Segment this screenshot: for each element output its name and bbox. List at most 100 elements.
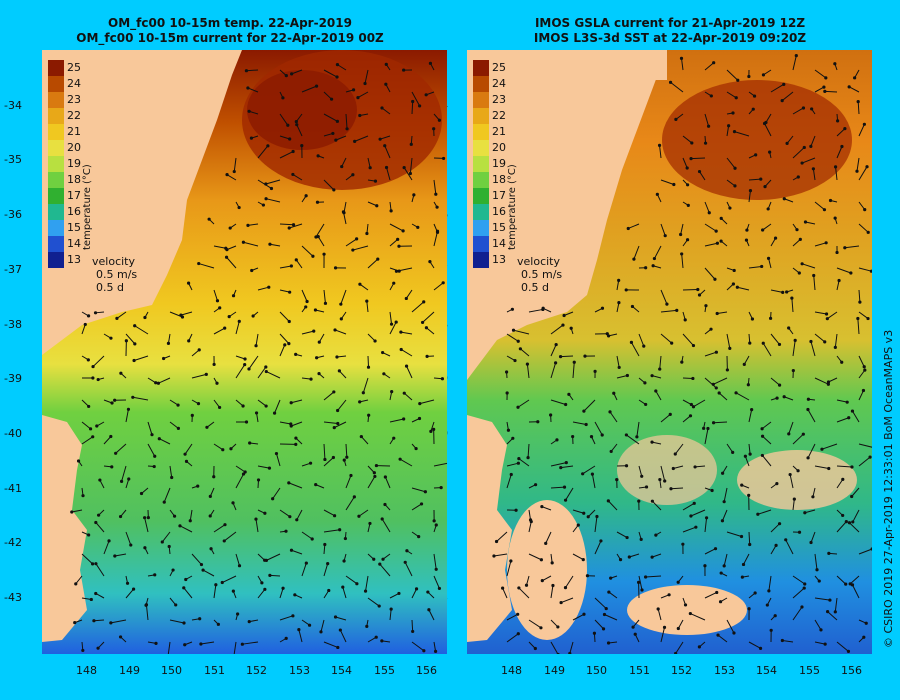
current-arrow [222, 575, 237, 583]
current-arrow [335, 135, 347, 141]
current-arrow-head [93, 311, 98, 315]
current-arrow-head [841, 477, 845, 481]
current-arrow-head [686, 203, 690, 207]
current-arrow-head [600, 433, 604, 437]
current-arrow-head [697, 293, 702, 297]
current-arrow-head [366, 365, 371, 369]
current-arrow [655, 390, 662, 401]
current-arrow-head [861, 388, 866, 393]
current-arrow-head [284, 636, 288, 640]
current-arrow-head [718, 600, 723, 604]
current-arrow-head [719, 239, 723, 243]
current-arrow [103, 436, 112, 445]
colorbar-label: 16 [492, 205, 506, 218]
current-arrow-head [319, 630, 323, 634]
current-arrow [607, 500, 618, 511]
current-arrow-head [644, 266, 648, 270]
current-arrow [565, 487, 574, 501]
current-arrow-head [632, 257, 636, 261]
current-arrow-head [416, 225, 420, 229]
current-arrow-head [864, 621, 868, 625]
current-arrow [366, 301, 369, 313]
current-arrow-head [798, 237, 802, 241]
current-arrow-head [389, 322, 394, 326]
current-arrow-head [342, 458, 346, 462]
current-arrow [572, 421, 587, 426]
current-arrow-head [694, 525, 698, 529]
current-arrow-head [633, 632, 637, 636]
current-arrow-head [586, 515, 590, 519]
current-arrow-head [201, 568, 205, 572]
current-arrow-head [212, 362, 216, 367]
current-arrow-head [356, 95, 360, 100]
current-arrow-head [691, 343, 696, 348]
current-arrow [695, 465, 706, 468]
current-arrow-head [652, 256, 657, 261]
current-arrow-head [675, 308, 679, 312]
current-arrow-head [125, 581, 130, 585]
current-arrow-head [863, 208, 867, 212]
current-arrow-head [747, 493, 751, 497]
current-arrow-head [156, 381, 161, 385]
current-arrow-head [716, 633, 720, 637]
current-arrow [364, 69, 369, 84]
current-arrow-head [119, 371, 123, 375]
current-arrow-head [568, 651, 572, 654]
colorbar-swatch [48, 156, 64, 172]
current-arrow [301, 330, 314, 335]
current-arrow [145, 604, 149, 621]
current-arrow-head [509, 559, 513, 563]
current-arrow [626, 434, 640, 445]
current-arrow [367, 355, 370, 368]
colorbar-swatch [48, 204, 64, 220]
current-arrow [279, 333, 290, 344]
current-arrow [545, 531, 552, 544]
current-arrow-head [86, 314, 91, 318]
current-arrow [844, 245, 860, 249]
current-arrow [560, 465, 574, 469]
current-arrow-head [154, 381, 158, 385]
current-arrow-head [215, 381, 219, 385]
current-arrow-head [336, 645, 340, 650]
current-arrow-head [819, 628, 823, 632]
current-arrow-head [555, 438, 559, 442]
current-arrow-head [788, 472, 792, 477]
current-arrow-head [294, 436, 298, 440]
current-arrow-head [91, 376, 95, 380]
current-arrow-head [309, 377, 313, 381]
current-arrow [726, 69, 739, 81]
velocity-speed: 0.5 m/s [96, 268, 138, 281]
current-arrow [202, 569, 215, 577]
current-arrow-head [118, 635, 123, 639]
left-map-panel: 25 24 23 22 21 20 19 18 17 16 15 14 13 temperature (… [42, 50, 447, 654]
current-arrow [527, 443, 530, 458]
current-arrow [550, 362, 557, 379]
current-arrow [814, 377, 829, 385]
current-arrow-head [231, 294, 236, 298]
current-arrow-head [563, 498, 568, 502]
current-arrow-head [401, 229, 405, 233]
current-arrow-head [785, 290, 789, 294]
current-arrow [792, 606, 803, 621]
current-arrow [323, 457, 334, 467]
current-arrow [411, 301, 425, 313]
current-arrow-head [567, 392, 571, 396]
current-arrow [342, 211, 347, 225]
current-arrow [233, 157, 237, 172]
current-arrow [670, 81, 684, 93]
colorbar-label: 23 [492, 93, 506, 106]
current-arrow-head [674, 651, 678, 654]
current-arrow-head [843, 246, 847, 250]
current-arrow [213, 524, 226, 533]
current-arrow-head [811, 167, 815, 171]
current-arrow-head [760, 427, 764, 431]
current-arrow-head [608, 410, 612, 414]
current-arrow [748, 178, 761, 181]
current-arrow-head [802, 145, 806, 150]
current-arrow [718, 392, 728, 401]
current-arrow-head [644, 575, 648, 579]
current-arrow-head [746, 383, 750, 387]
current-arrow-head [758, 646, 763, 650]
current-arrow [301, 289, 308, 302]
current-arrow [345, 113, 348, 129]
